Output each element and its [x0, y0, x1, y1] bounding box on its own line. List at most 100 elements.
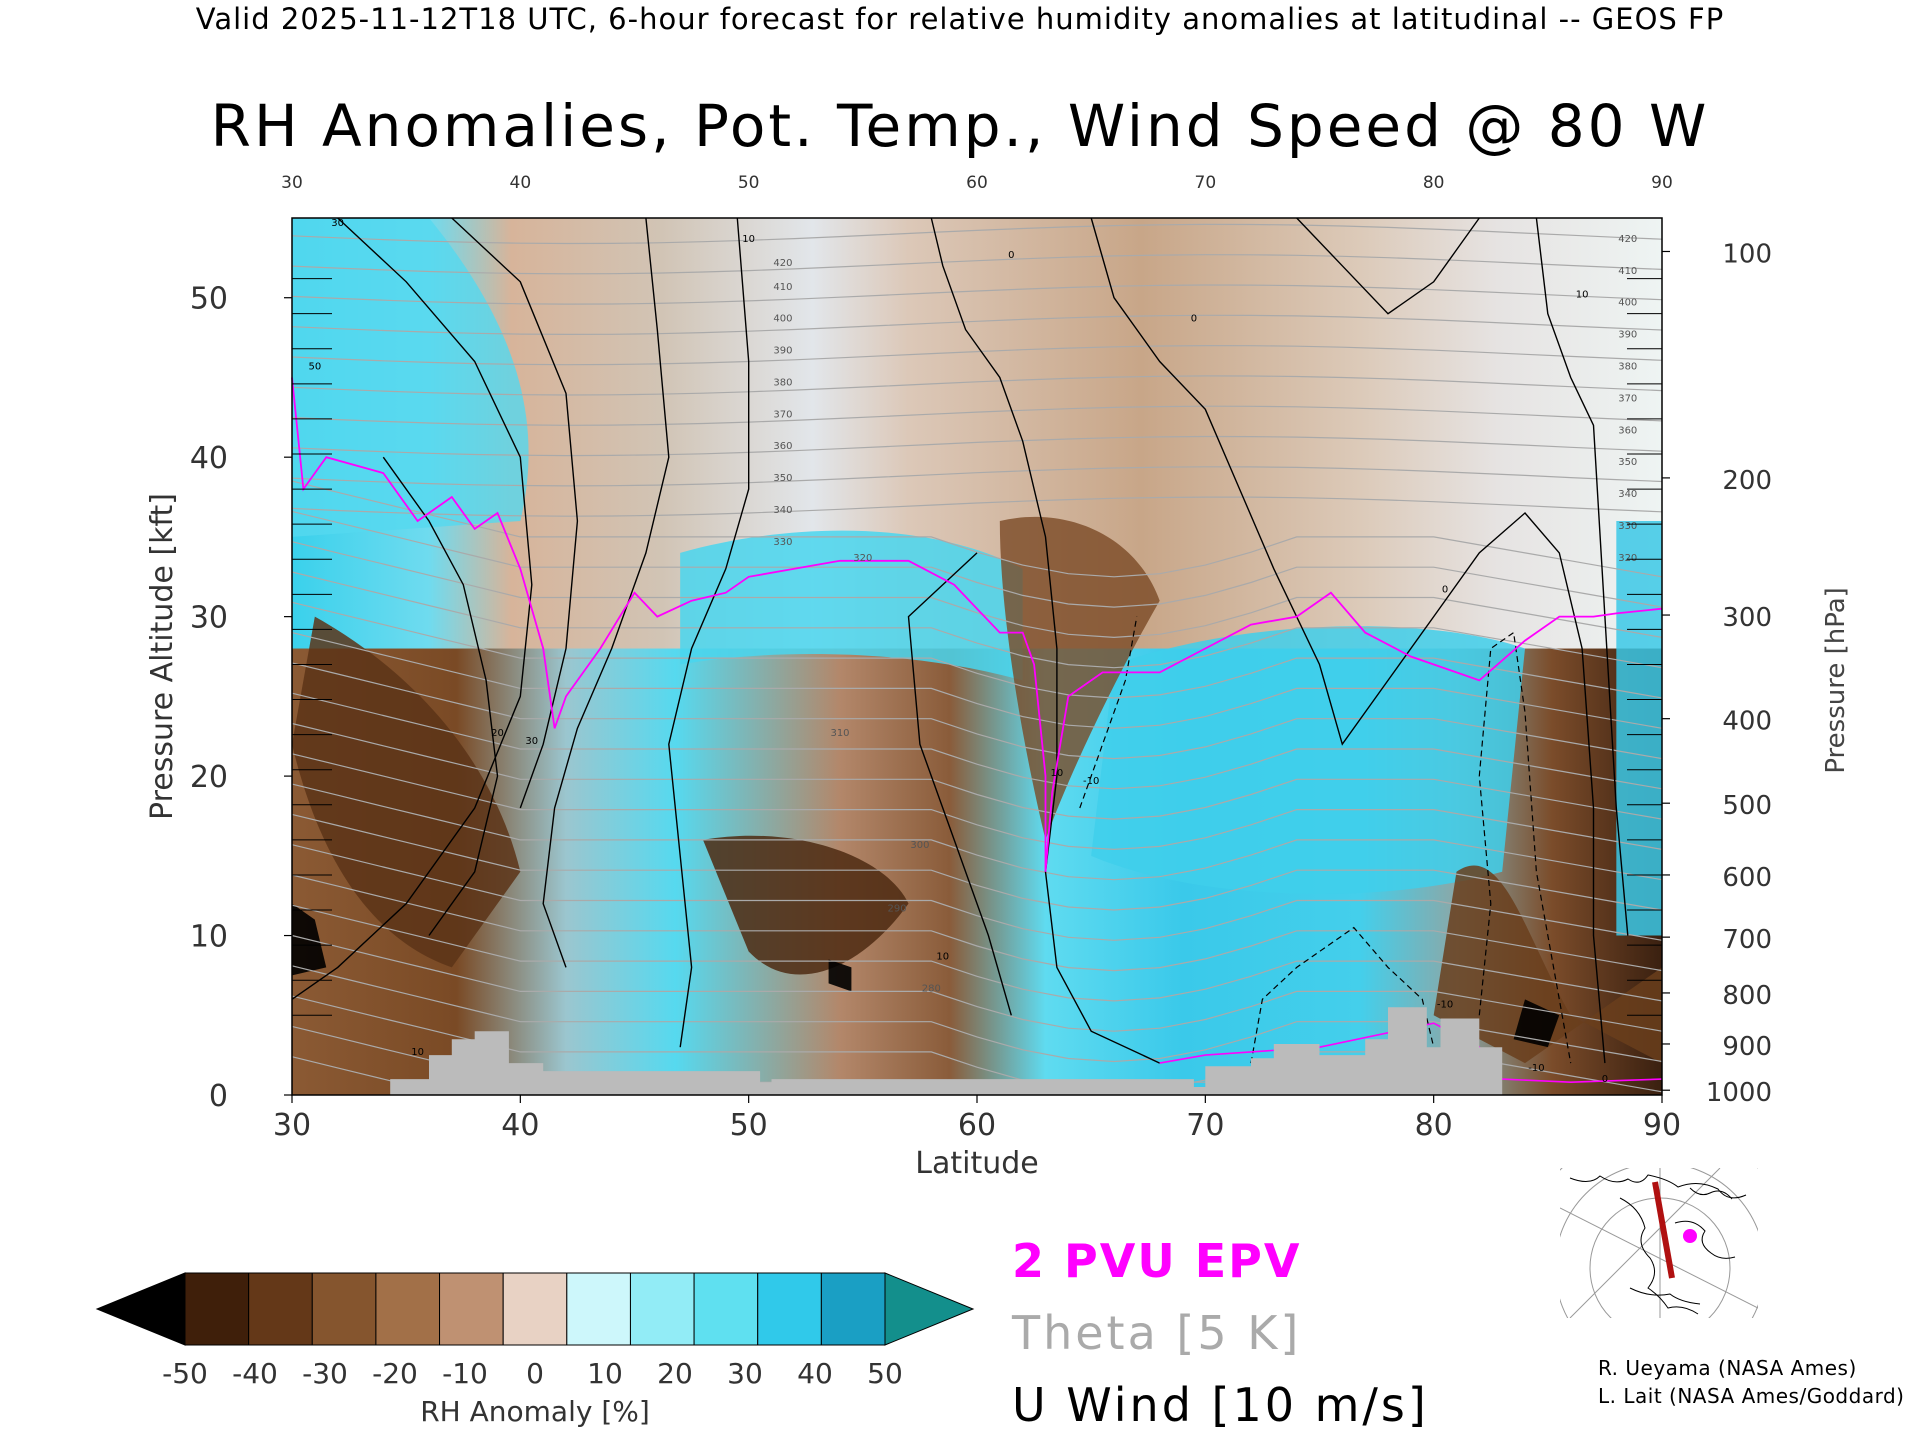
colorbar — [95, 1272, 975, 1346]
credit-line-2: L. Lait (NASA Ames/Goddard) — [1598, 1384, 1905, 1408]
pressure-tick-label: 800 — [1722, 981, 1772, 1011]
top-x-tick-label: 60 — [966, 173, 988, 193]
colorbar-label: RH Anomaly [%] — [420, 1395, 650, 1428]
colorbar-tick-label: -40 — [232, 1357, 278, 1390]
colorbar-segment — [502, 1272, 568, 1346]
pressure-tick-label: 1000 — [1706, 1078, 1772, 1108]
wind-label: 30 — [331, 218, 344, 229]
pressure-tick-label: 300 — [1722, 603, 1772, 633]
colorbar-segment — [566, 1272, 631, 1346]
colorbar-tick-label: 10 — [587, 1357, 623, 1390]
y-tick-label: 30 — [190, 601, 228, 636]
theta-legend-label: Theta [5 K] — [1012, 1306, 1302, 1360]
top-x-tick-label: 40 — [510, 173, 532, 193]
wind-label: 10 — [411, 1047, 424, 1058]
y-tick-label: 0 — [209, 1079, 228, 1114]
theta-label: 400 — [773, 314, 792, 325]
y-tick-label: 10 — [190, 920, 228, 955]
colorbar-segment — [375, 1272, 441, 1346]
wind-label: 0 — [1442, 585, 1448, 596]
colorbar-tick-label: -20 — [372, 1357, 418, 1390]
theta-label: 310 — [830, 728, 849, 739]
pressure-axis-label: Pressure [hPa] — [1821, 587, 1851, 774]
colorbar-tick-label: 50 — [867, 1357, 903, 1390]
x-axis-label: Latitude — [915, 1146, 1038, 1181]
rh-anomaly-field — [292, 218, 1662, 1095]
wind-label: -10 — [1437, 999, 1453, 1010]
u-wind-negative-contours — [1079, 616, 1572, 1064]
colorbar-tick-label: 40 — [797, 1357, 833, 1390]
colorbar-low-extend — [95, 1272, 186, 1346]
epv-legend-label: 2 PVU EPV — [1012, 1234, 1302, 1288]
y-tick-label: 50 — [190, 282, 228, 317]
level-ticks — [292, 278, 1662, 1016]
theta-label: 410 — [1618, 266, 1637, 277]
theta-label: 320 — [1618, 553, 1637, 564]
colorbar-tick-label: 20 — [657, 1357, 693, 1390]
chart-title: RH Anomalies, Pot. Temp., Wind Speed @ 8… — [210, 92, 1710, 160]
colorbar-segment — [184, 1272, 250, 1346]
pressure-tick-label: 900 — [1722, 1032, 1772, 1062]
colorbar-segment — [311, 1272, 377, 1346]
pressure-tick-label: 600 — [1722, 863, 1772, 893]
theta-label: 290 — [888, 904, 907, 915]
theta-label: 380 — [773, 377, 792, 388]
theta-label: 390 — [1618, 330, 1637, 341]
epv-2pvu-contour — [291, 377, 1663, 872]
x-tick-label: 90 — [1643, 1108, 1681, 1143]
credit-line-1: R. Ueyama (NASA Ames) — [1598, 1356, 1857, 1380]
uwind-legend-label: U Wind [10 m/s] — [1012, 1378, 1429, 1432]
theta-label: 400 — [1618, 298, 1637, 309]
section-line — [1652, 1181, 1675, 1279]
theta-label: 420 — [1618, 234, 1637, 245]
theta-label: 350 — [773, 473, 792, 484]
theta-label: 370 — [1618, 393, 1637, 404]
theta-label: 360 — [773, 441, 792, 452]
pressure-tick-label: 700 — [1722, 925, 1772, 955]
theta-label: 380 — [1618, 361, 1637, 372]
pressure-tick-label: 200 — [1722, 466, 1772, 496]
colorbar-tick-label: -10 — [442, 1357, 488, 1390]
y-axis-label: Pressure Altitude [kft] — [145, 493, 180, 820]
y-tick-label: 20 — [190, 760, 228, 795]
terrain-mask — [292, 1007, 1662, 1095]
wind-label: 0 — [1008, 250, 1014, 261]
colorbar-high-extend — [884, 1272, 975, 1346]
wind-label: 20 — [491, 728, 504, 739]
theta-label: 330 — [1618, 521, 1637, 532]
x-tick-label: 40 — [501, 1108, 539, 1143]
theta-label: 390 — [773, 346, 792, 357]
wind-label: 30 — [525, 736, 538, 747]
theta-label: 300 — [910, 840, 929, 851]
theta-label: 350 — [1618, 457, 1637, 468]
theta-label: 420 — [773, 258, 792, 269]
wind-label: -10 — [1528, 1063, 1544, 1074]
x-tick-label: 30 — [273, 1108, 311, 1143]
location-dot — [1683, 1229, 1697, 1243]
top-x-tick-label: 80 — [1423, 173, 1445, 193]
wind-label: 10 — [936, 951, 949, 962]
theta-label: 360 — [1618, 425, 1637, 436]
pressure-tick-label: 100 — [1722, 239, 1772, 269]
top-x-tick-label: 90 — [1651, 173, 1673, 193]
x-tick-label: 70 — [1186, 1108, 1224, 1143]
colorbar-tick-label: -50 — [162, 1357, 208, 1390]
x-tick-label: 80 — [1415, 1108, 1453, 1143]
top-x-tick-label: 30 — [281, 173, 303, 193]
colorbar-segment — [248, 1272, 313, 1346]
top-x-tick-label: 70 — [1195, 173, 1217, 193]
colorbar-segment — [439, 1272, 504, 1346]
theta-label: 340 — [1618, 489, 1637, 500]
u-wind-contours — [291, 217, 1629, 1064]
wind-label: 10 — [742, 234, 755, 245]
colorbar-segment — [820, 1272, 886, 1346]
pressure-tick-label: 400 — [1722, 707, 1772, 737]
theta-label: 410 — [773, 282, 792, 293]
theta-label: 280 — [922, 983, 941, 994]
theta-label: 320 — [853, 553, 872, 564]
location-map-inset — [1560, 1168, 1758, 1318]
wind-label: 50 — [308, 361, 321, 372]
wind-label: -10 — [1083, 776, 1099, 787]
wind-label: 10 — [1576, 290, 1589, 301]
colorbar-segment — [693, 1272, 759, 1346]
